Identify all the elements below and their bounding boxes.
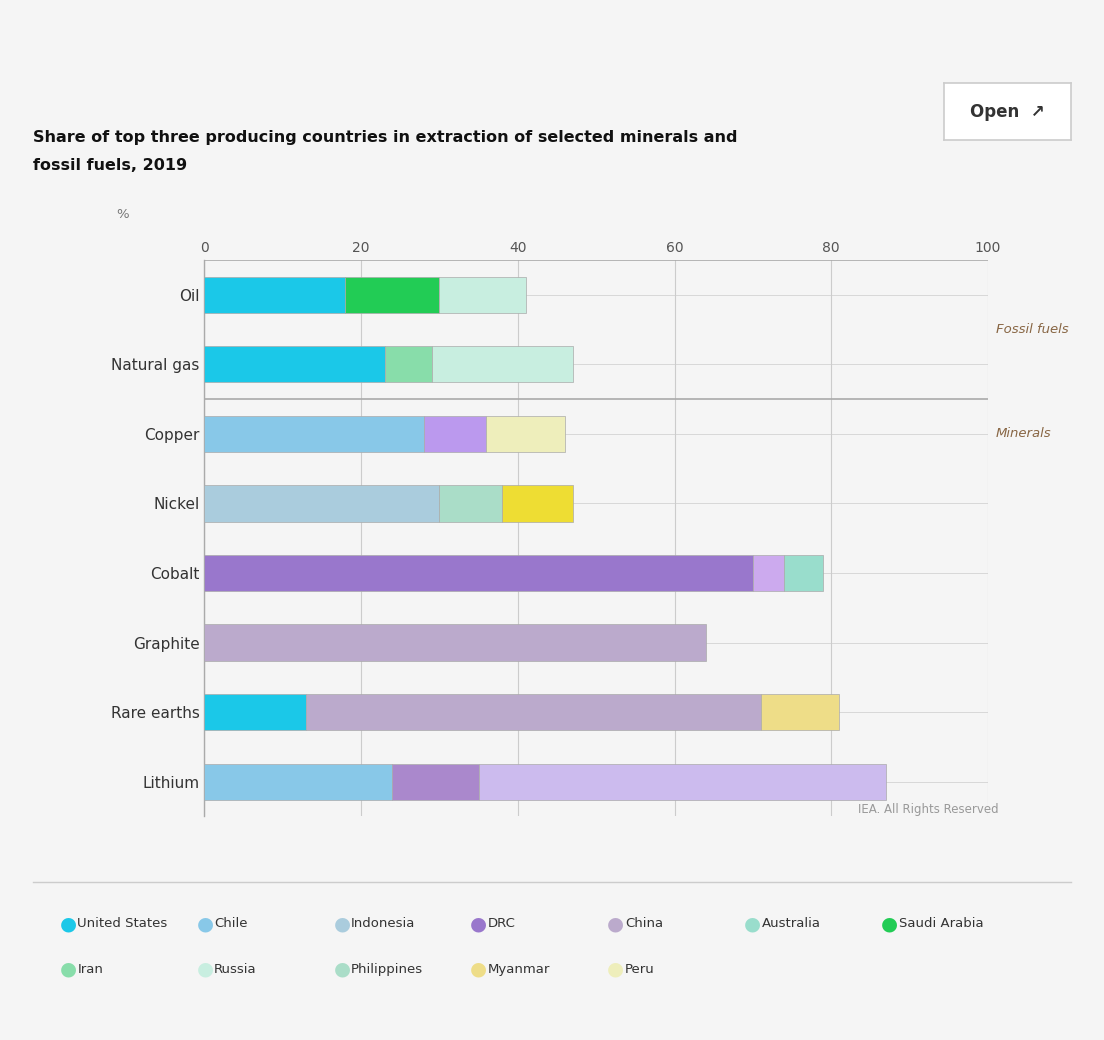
Text: ●: ● <box>197 914 213 933</box>
Text: ●: ● <box>744 914 761 933</box>
Text: Minerals: Minerals <box>996 427 1051 440</box>
Bar <box>384 346 432 383</box>
Bar <box>432 346 573 383</box>
Text: ●: ● <box>607 960 624 979</box>
Text: Indonesia: Indonesia <box>351 917 415 930</box>
Text: ●: ● <box>60 960 76 979</box>
Bar <box>502 486 573 521</box>
Text: ●: ● <box>881 914 898 933</box>
Bar <box>479 763 887 800</box>
Text: Australia: Australia <box>762 917 820 930</box>
Bar <box>204 763 392 800</box>
Text: IEA. All Rights Reserved: IEA. All Rights Reserved <box>859 803 999 816</box>
Text: ●: ● <box>607 914 624 933</box>
Text: Peru: Peru <box>625 963 655 976</box>
Bar <box>761 694 839 730</box>
Bar <box>439 277 526 313</box>
Text: %: % <box>116 208 128 222</box>
Text: Open  ↗: Open ↗ <box>970 103 1044 121</box>
Text: Philippines: Philippines <box>351 963 423 976</box>
Text: Russia: Russia <box>214 963 257 976</box>
Text: ●: ● <box>333 914 350 933</box>
Bar <box>204 416 424 452</box>
Text: Saudi Arabia: Saudi Arabia <box>899 917 984 930</box>
Bar <box>306 694 761 730</box>
Bar <box>204 624 705 660</box>
Text: ●: ● <box>60 914 76 933</box>
Text: Fossil fuels: Fossil fuels <box>996 323 1069 336</box>
Text: ●: ● <box>470 960 487 979</box>
Text: Share of top three producing countries in extraction of selected minerals and: Share of top three producing countries i… <box>33 130 737 145</box>
Text: DRC: DRC <box>488 917 516 930</box>
Text: China: China <box>625 917 664 930</box>
Bar <box>204 694 306 730</box>
Bar <box>487 416 565 452</box>
Text: fossil fuels, 2019: fossil fuels, 2019 <box>33 158 188 173</box>
Bar <box>753 555 784 591</box>
Bar <box>204 555 753 591</box>
Text: ●: ● <box>197 960 213 979</box>
Bar <box>424 416 487 452</box>
Bar <box>204 277 346 313</box>
Text: Myanmar: Myanmar <box>488 963 550 976</box>
Text: Iran: Iran <box>77 963 103 976</box>
Text: ●: ● <box>470 914 487 933</box>
Bar <box>204 346 384 383</box>
Bar <box>784 555 824 591</box>
Text: ●: ● <box>333 960 350 979</box>
Text: United States: United States <box>77 917 168 930</box>
Text: Chile: Chile <box>214 917 247 930</box>
Bar <box>392 763 479 800</box>
Bar <box>346 277 439 313</box>
Bar <box>204 486 439 521</box>
Bar <box>439 486 502 521</box>
